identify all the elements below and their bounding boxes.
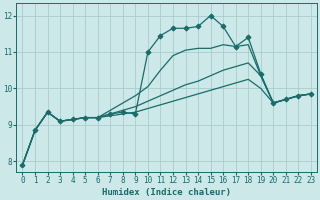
X-axis label: Humidex (Indice chaleur): Humidex (Indice chaleur) [102,188,231,197]
